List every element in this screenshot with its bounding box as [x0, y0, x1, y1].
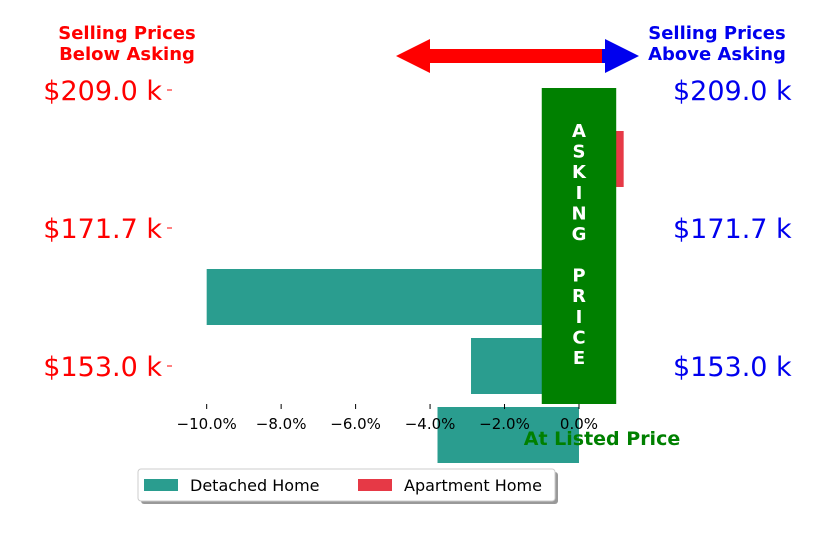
direction-arrow-icon — [396, 39, 639, 73]
x-tick-label-3: −4.0% — [405, 415, 456, 433]
x-tick-label-0: −10.0% — [177, 415, 237, 433]
asking-letter-9: I — [576, 307, 583, 328]
bar-detached-2 — [437, 407, 579, 463]
x-tick-label-1: −8.0% — [256, 415, 307, 433]
below-asking-title-line1: Selling Prices — [58, 23, 195, 44]
asking-price-band — [541, 88, 617, 404]
x-ticks-layer: −10.0% −8.0% −6.0% −4.0% −2.0% 0.0% — [177, 404, 598, 433]
bars-layer — [206, 131, 624, 463]
asking-letter-3: I — [576, 183, 583, 204]
asking-letter-0: A — [572, 121, 586, 142]
y-ticks-layer: $209.0 k $171.7 k $153.0 k $209.0 k $171.7 k… — [43, 76, 792, 383]
y-tick-right-2: $153.0 k — [673, 352, 792, 383]
asking-letter-10: C — [572, 327, 585, 348]
asking-letter-11: E — [573, 348, 585, 369]
below-asking-title-line2: Below Asking — [59, 44, 195, 65]
asking-letter-8: R — [572, 286, 586, 307]
x-tick-label-5: 0.0% — [560, 415, 598, 433]
above-asking-title-line2: Above Asking — [648, 44, 786, 65]
above-asking-title-line1: Selling Prices — [648, 23, 785, 44]
y-tick-right-1: $171.7 k — [673, 214, 792, 245]
y-tick-left-2: $153.0 k — [43, 352, 162, 383]
legend-label-apartment: Apartment Home — [404, 476, 542, 495]
x-axis-title: At Listed Price — [524, 428, 680, 450]
legend: Detached Home Apartment Home — [137, 468, 558, 504]
bar-detached-1 — [206, 269, 579, 325]
asking-letter-5: G — [572, 224, 587, 245]
y-tick-left-0: $209.0 k — [43, 76, 162, 107]
asking-letter-4: N — [571, 203, 586, 224]
y-tick-left-1: $171.7 k — [43, 214, 162, 245]
legend-label-detached: Detached Home — [190, 476, 320, 495]
asking-letter-1: S — [573, 142, 586, 163]
x-tick-label-4: −2.0% — [479, 415, 530, 433]
asking-letter-2: K — [572, 162, 587, 183]
y-tick-right-0: $209.0 k — [673, 76, 792, 107]
asking-letter-7: P — [572, 266, 585, 287]
legend-swatch-apartment — [358, 479, 392, 491]
legend-swatch-detached — [144, 479, 178, 491]
x-tick-label-2: −6.0% — [330, 415, 381, 433]
